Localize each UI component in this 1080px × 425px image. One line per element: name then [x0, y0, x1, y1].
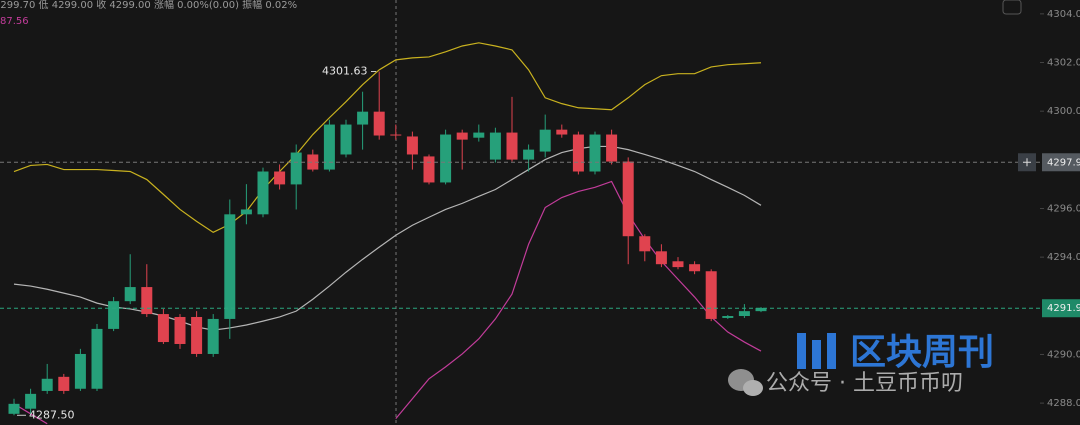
candle-body [589, 134, 601, 172]
candle-body [639, 236, 651, 252]
price-label-box [1042, 153, 1080, 172]
candle-body [622, 161, 634, 237]
price-label-box [1042, 299, 1080, 318]
logo-bar [812, 340, 821, 369]
indicator-value: 87.56 [0, 16, 29, 27]
candle-body [406, 136, 418, 155]
candle-body [240, 209, 252, 215]
brand-text: 区块周刊 [850, 332, 994, 373]
candle-body [174, 316, 186, 344]
candle-body [672, 261, 684, 268]
y-tick-label: 4300.0 [1047, 106, 1080, 117]
candle-body [506, 132, 518, 160]
candle-body [41, 378, 53, 391]
logo-bar [827, 333, 836, 369]
candle-body [124, 287, 136, 302]
candle-body [473, 132, 485, 138]
candle-body [91, 328, 103, 389]
y-tick-label: 4294.0 [1047, 252, 1080, 263]
watermark: 区块周刊 公众号 · 土豆币币叨 [728, 332, 994, 396]
candle-body [556, 129, 568, 135]
annotation-high: 4301.63 [322, 65, 368, 78]
band-line [13, 145, 762, 331]
candle-body [755, 307, 767, 312]
candle-body [307, 154, 319, 170]
y-tick-label: 4304.0 [1047, 9, 1080, 20]
logo-bar [797, 333, 806, 369]
wechat-icon [743, 380, 763, 396]
y-tick-label: 4296.0 [1047, 203, 1080, 214]
candle-body [572, 134, 584, 172]
candle-body [157, 314, 169, 343]
candle-body [357, 111, 369, 125]
candle-body [705, 271, 717, 319]
candle-body [257, 171, 269, 215]
ohlc-header: 4299.70 低 4299.00 收 4299.00 涨幅 0.00%(0.0… [0, 0, 297, 11]
candle-body [440, 134, 452, 183]
candle-body [340, 124, 352, 155]
candle-body [689, 264, 701, 272]
price-label: 4297.9 [1047, 157, 1080, 168]
y-tick-label: 4288.0 [1047, 398, 1080, 409]
candle-body [489, 132, 501, 160]
candle-body [191, 316, 203, 354]
account-text: 公众号 · 土豆币币叨 [766, 371, 963, 396]
candle-body [390, 134, 402, 136]
candle-body [25, 393, 37, 409]
y-tick-label: 4290.0 [1047, 349, 1080, 360]
candle-body [423, 156, 435, 183]
candle-body [722, 316, 734, 318]
candle-body [74, 353, 86, 389]
candle-body [373, 111, 385, 136]
candle-body [456, 132, 468, 140]
price-label: 4291.9 [1047, 303, 1080, 314]
candle-body [290, 152, 302, 185]
candle-body [108, 301, 120, 329]
candle-body [58, 376, 70, 391]
plot: 4288.0 4290.0 4294.0 4296.0 4300.0 4302.0 4304… [0, 9, 1080, 425]
band-line [13, 42, 762, 234]
candle-body [738, 311, 750, 317]
candle-body [141, 287, 153, 315]
candle-body [224, 214, 236, 319]
settings-icon[interactable] [1002, 0, 1022, 15]
candle-body [8, 403, 20, 414]
candle-body [539, 129, 551, 152]
plus-icon [1023, 158, 1031, 167]
y-tick-label: 4302.0 [1047, 58, 1080, 69]
candle-body [207, 318, 219, 354]
annotation-low: 4287.50 [29, 408, 75, 421]
candle-body [523, 149, 535, 160]
candle-body [655, 251, 667, 265]
candle-body [606, 134, 618, 162]
candle-body [323, 124, 335, 170]
candle-body [274, 171, 286, 185]
